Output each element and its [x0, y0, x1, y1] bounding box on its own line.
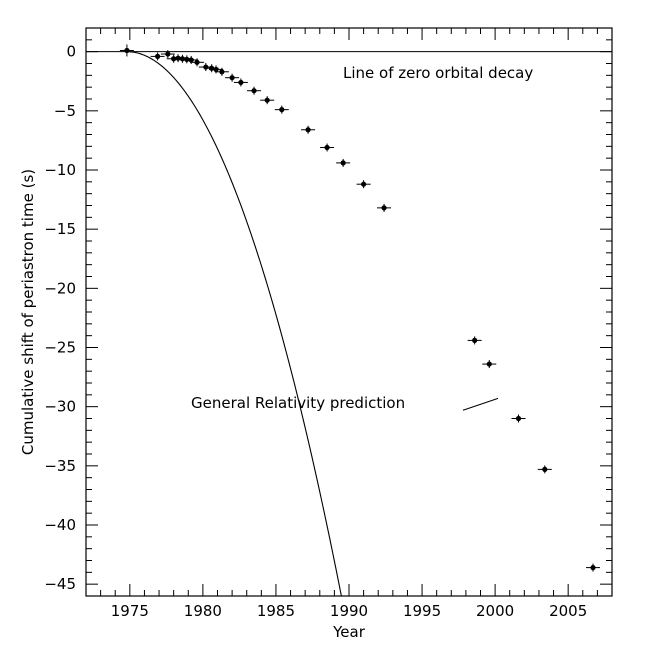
point-marker [515, 415, 522, 422]
data-point [511, 414, 526, 423]
point-marker [472, 337, 478, 343]
y-tick-label: −10 [44, 161, 76, 179]
data-point [233, 78, 248, 87]
point-marker [209, 65, 215, 71]
x-tick-label: 1995 [403, 602, 441, 620]
point-marker [486, 361, 492, 367]
x-tick-label: 1985 [257, 602, 295, 620]
data-point [301, 125, 316, 134]
y-tick-label: −5 [54, 102, 76, 120]
y-axis-title: Cumulative shift of periastron time (s) [19, 169, 37, 455]
data-point [150, 52, 165, 61]
point-marker [251, 88, 257, 94]
data-point [260, 96, 275, 105]
point-marker [381, 205, 387, 211]
data-point [336, 158, 351, 167]
point-marker [219, 69, 225, 75]
point-marker [340, 160, 346, 166]
point-marker [154, 53, 161, 60]
point-marker [184, 56, 190, 62]
data-point [190, 58, 205, 67]
prediction-pointer-line [462, 397, 499, 411]
y-tick-label: −25 [44, 339, 76, 357]
point-marker [542, 466, 548, 472]
point-marker [229, 75, 235, 81]
data-point [356, 180, 371, 189]
point-marker [188, 57, 194, 63]
data-point [225, 73, 240, 82]
point-marker [279, 107, 285, 113]
point-marker [264, 97, 270, 103]
x-tick-label: 2000 [476, 602, 514, 620]
data-point [160, 50, 175, 59]
data-point [586, 563, 601, 572]
data-point [482, 360, 497, 369]
point-marker [165, 51, 171, 57]
data-point [274, 105, 289, 114]
x-tick-label: 1975 [111, 602, 149, 620]
point-marker [361, 181, 367, 187]
data-point [320, 143, 335, 152]
data-point [247, 86, 262, 95]
point-marker [194, 59, 200, 65]
point-marker [171, 56, 177, 62]
general-relativity-curve [126, 51, 342, 597]
point-marker [305, 127, 311, 133]
y-tick-label: −45 [44, 575, 76, 593]
point-marker [324, 144, 330, 151]
x-axis-title: Year [332, 623, 366, 641]
point-marker [590, 565, 596, 571]
y-tick-label: −30 [44, 398, 76, 416]
zero-line-annotation: Line of zero orbital decay [343, 64, 533, 82]
y-tick-label: 0 [66, 43, 76, 61]
data-point [377, 203, 392, 212]
point-marker [175, 55, 181, 61]
data-points [119, 44, 601, 572]
point-marker [124, 47, 130, 54]
data-point [537, 465, 552, 474]
y-tick-label: −35 [44, 457, 76, 475]
prediction-annotation: General Relativity prediction [191, 394, 405, 412]
y-tick-label: −40 [44, 516, 76, 534]
data-point [467, 336, 482, 345]
data-point [119, 44, 134, 57]
data-point [214, 67, 229, 76]
point-marker [203, 64, 209, 70]
point-marker [179, 56, 186, 62]
point-marker [238, 79, 244, 86]
plot-frame [85, 27, 613, 597]
y-tick-label: −20 [44, 279, 76, 297]
x-tick-label: 1980 [184, 602, 222, 620]
x-tick-label: 1990 [330, 602, 368, 620]
tick-labels: 1975 1980 1985 1990 1995 2000 2005 0 −5 −10 −15 −20… [44, 43, 587, 620]
axis-ticks [85, 27, 613, 597]
x-tick-label: 2005 [549, 602, 587, 620]
y-tick-label: −15 [44, 220, 76, 238]
point-marker [213, 66, 219, 73]
